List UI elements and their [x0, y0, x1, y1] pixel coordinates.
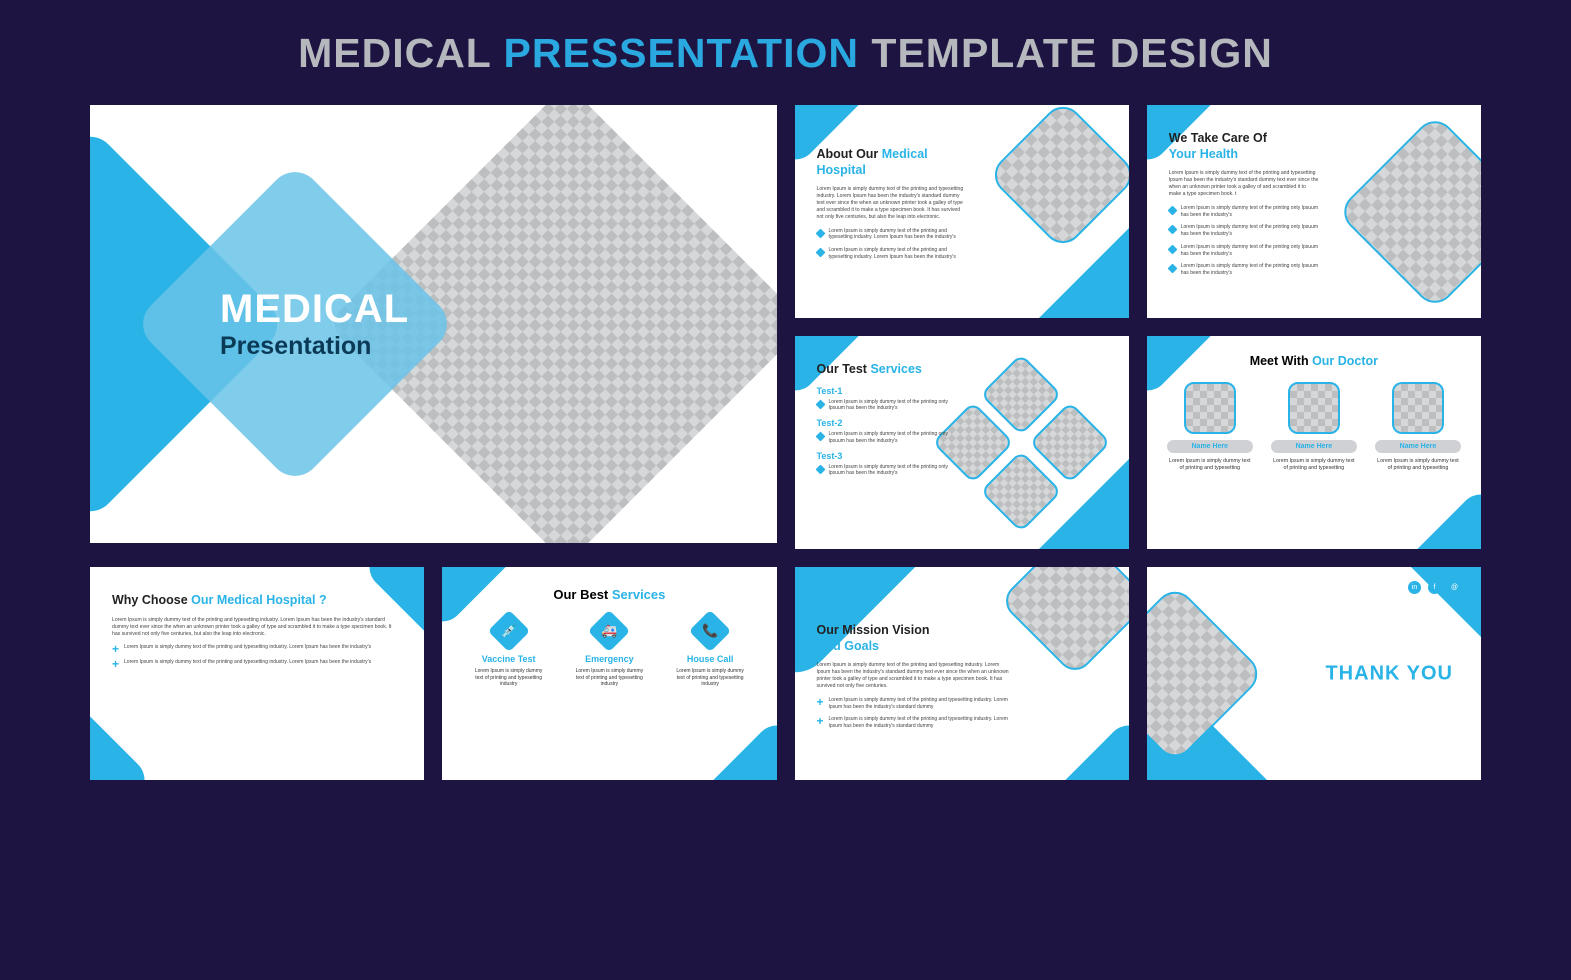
thanks-text: THANK YOU	[1325, 662, 1453, 685]
plus-icon: +	[112, 646, 119, 653]
social-icons: in f @	[1408, 581, 1461, 594]
slide-services: Our Best Services 💉Vaccine TestLorem Ips…	[442, 567, 776, 780]
doctor-card: Name Here Lorem Ipsum is simply dummy tex…	[1167, 382, 1253, 472]
corner-accent	[713, 717, 777, 781]
about-content: About Our Medical Hospital Lorem Ipsum i…	[817, 147, 967, 267]
image-placeholder	[1336, 113, 1481, 311]
image-placeholder	[1392, 382, 1444, 434]
image-placeholder	[1184, 382, 1236, 434]
service-text: Lorem Ipsum is simply dummy text of prin…	[573, 668, 646, 688]
title-part-1: MEDICAL	[298, 30, 491, 76]
bullet-item: Lorem Ipsum is simply dummy text of the …	[817, 431, 957, 445]
service-text: Lorem Ipsum is simply dummy text of prin…	[472, 668, 545, 688]
mission-content: Our Mission VisionAnd Goals Lorem Ipsum …	[817, 623, 1011, 736]
care-title: We Take Care OfYour Health	[1169, 131, 1319, 162]
about-para: Lorem Ipsum is simply dummy text of the …	[817, 186, 967, 220]
services-title: Our Best Services	[442, 587, 776, 602]
bullet-item: +Lorem Ipsum is simply dummy text of the…	[112, 644, 399, 653]
page-title: MEDICAL PRESSENTATION TEMPLATE DESIGN	[90, 30, 1481, 77]
plus-icon: +	[112, 661, 119, 668]
corner-accent	[1417, 486, 1481, 550]
bullet-item: +Lorem Ipsum is simply dummy text of the…	[817, 716, 1011, 730]
doctor-name: Name Here	[1271, 440, 1357, 453]
bullet-item: +Lorem Ipsum is simply dummy text of the…	[112, 659, 399, 668]
test-images	[944, 365, 1099, 520]
care-para: Lorem Ipsum is simply dummy text of the …	[1169, 170, 1319, 198]
hero-text: MEDICAL Presentation	[220, 287, 409, 361]
tests-content: Our Test Services Test-1 Lorem Ipsum is …	[817, 362, 957, 483]
service-name: Vaccine Test	[472, 654, 545, 664]
test-name: Test-3	[817, 451, 957, 461]
why-para: Lorem Ipsum is simply dummy text of the …	[112, 617, 399, 638]
title-part-3: TEMPLATE DESIGN	[871, 30, 1272, 76]
hero-subtitle: Presentation	[220, 332, 409, 361]
bullet-item: Lorem Ipsum is simply dummy text of the …	[1169, 224, 1319, 238]
slide-mission: Our Mission VisionAnd Goals Lorem Ipsum …	[795, 567, 1129, 780]
service-text: Lorem Ipsum is simply dummy text of prin…	[674, 668, 747, 688]
ambulance-icon: 🚑	[588, 610, 630, 652]
bullet-item: Lorem Ipsum is simply dummy text of the …	[817, 399, 957, 413]
slide-why: Why Choose Our Medical Hospital ? Lorem …	[90, 567, 424, 780]
service-name: Emergency	[573, 654, 646, 664]
doctor-name: Name Here	[1167, 440, 1253, 453]
tests-title: Our Test Services	[817, 362, 957, 378]
slide-doctors: Meet With Our Doctor Name Here Lorem Ipsu…	[1147, 336, 1481, 549]
slide-about: About Our Medical Hospital Lorem Ipsum i…	[795, 105, 1129, 318]
service-card: 🚑EmergencyLorem Ipsum is simply dummy te…	[573, 616, 646, 688]
doctors-title: Meet With Our Doctor	[1147, 354, 1481, 368]
slide-thanks: in f @ THANK YOU	[1147, 567, 1481, 780]
service-card: 📞House CallLorem Ipsum is simply dummy t…	[674, 616, 747, 688]
about-title: About Our Medical Hospital	[817, 147, 967, 178]
corner-accent	[1065, 717, 1129, 781]
service-name: House Call	[674, 654, 747, 664]
plus-icon: +	[817, 718, 824, 730]
hero-title: MEDICAL	[220, 287, 409, 332]
title-part-2: PRESSENTATION	[504, 30, 859, 76]
corner-accent	[1039, 228, 1129, 318]
doctor-name: Name Here	[1375, 440, 1461, 453]
test-name: Test-2	[817, 418, 957, 428]
why-content: Why Choose Our Medical Hospital ? Lorem …	[112, 593, 399, 674]
mission-para: Lorem Ipsum is simply dummy text of the …	[817, 662, 1011, 690]
bullet-item: Lorem Ipsum is simply dummy text of the …	[817, 247, 967, 261]
doctor-card: Name Here Lorem Ipsum is simply dummy tex…	[1375, 382, 1461, 472]
service-card: 💉Vaccine TestLorem Ipsum is simply dummy…	[472, 616, 545, 688]
doctor-text: Lorem Ipsum is simply dummy text of prin…	[1167, 458, 1253, 472]
bullet-item: Lorem Ipsum is simply dummy text of the …	[1169, 263, 1319, 277]
slide-grid: MEDICAL Presentation About Our Medical H…	[90, 105, 1481, 780]
bullet-item: Lorem Ipsum is simply dummy text of the …	[817, 464, 957, 478]
care-content: We Take Care OfYour Health Lorem Ipsum i…	[1169, 131, 1319, 283]
bullet-item: Lorem Ipsum is simply dummy text of the …	[1169, 244, 1319, 258]
facebook-icon: f	[1428, 581, 1441, 594]
plus-icon: +	[817, 699, 824, 711]
test-name: Test-1	[817, 386, 957, 396]
bullet-item: Lorem Ipsum is simply dummy text of the …	[1169, 205, 1319, 219]
doctors-row: Name Here Lorem Ipsum is simply dummy tex…	[1147, 382, 1481, 472]
why-title: Why Choose Our Medical Hospital ?	[112, 593, 399, 609]
bullet-item: +Lorem Ipsum is simply dummy text of the…	[817, 697, 1011, 711]
instagram-icon: @	[1448, 581, 1461, 594]
slide-tests: Our Test Services Test-1 Lorem Ipsum is …	[795, 336, 1129, 549]
doctor-card: Name Here Lorem Ipsum is simply dummy tex…	[1271, 382, 1357, 472]
corner-accent	[1411, 567, 1481, 637]
slide-care: We Take Care OfYour Health Lorem Ipsum i…	[1147, 105, 1481, 318]
thank-you-title: THANK YOU	[1325, 662, 1453, 685]
bullet-item: Lorem Ipsum is simply dummy text of the …	[817, 228, 967, 242]
corner-accent	[90, 717, 154, 781]
linkedin-icon: in	[1408, 581, 1421, 594]
doctor-text: Lorem Ipsum is simply dummy text of prin…	[1271, 458, 1357, 472]
services-row: 💉Vaccine TestLorem Ipsum is simply dummy…	[442, 616, 776, 688]
image-placeholder	[1288, 382, 1340, 434]
vaccine-icon: 💉	[487, 610, 529, 652]
slide-hero: MEDICAL Presentation	[90, 105, 777, 543]
image-placeholder	[998, 567, 1128, 677]
doctor-text: Lorem Ipsum is simply dummy text of prin…	[1375, 458, 1461, 472]
mission-title: Our Mission VisionAnd Goals	[817, 623, 1011, 654]
phone-icon: 📞	[689, 610, 731, 652]
